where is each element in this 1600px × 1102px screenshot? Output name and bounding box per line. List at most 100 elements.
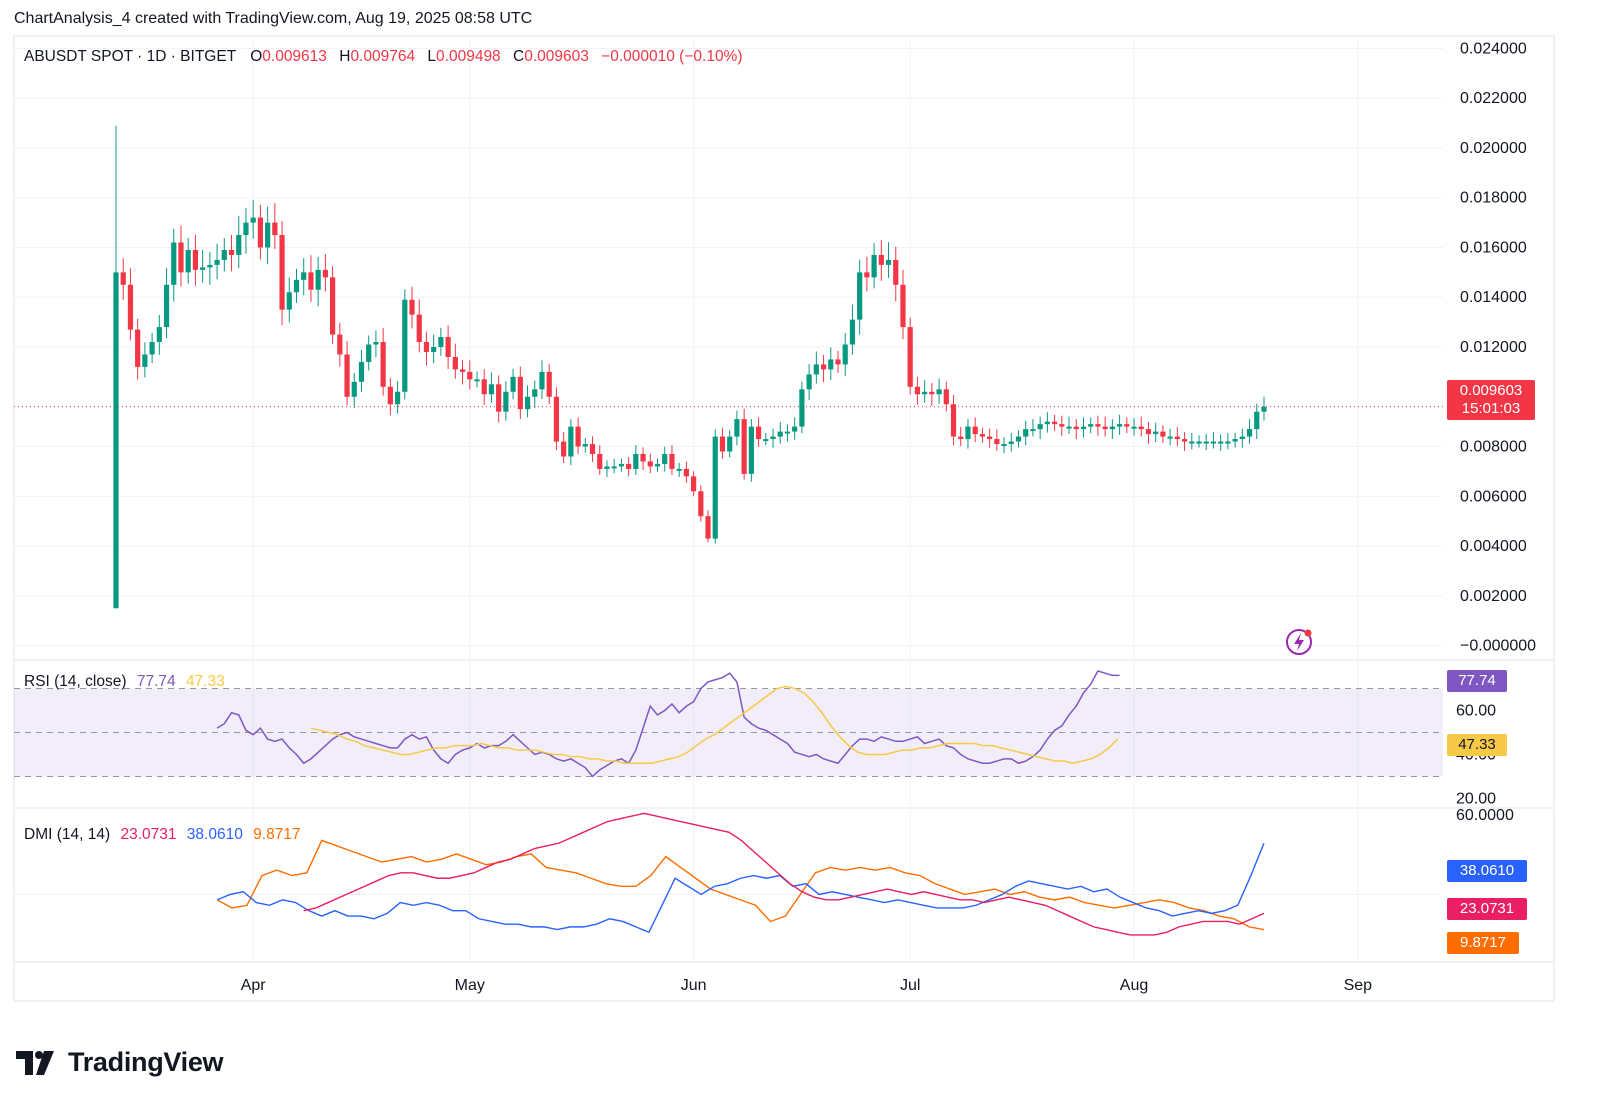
candle-body [344, 354, 350, 397]
candle-body [777, 431, 783, 437]
low-label: L [427, 48, 437, 65]
adx-value-tag: 23.0731 [1447, 898, 1527, 920]
alert-lightning-icon-bolt [1294, 633, 1304, 651]
candle-body [669, 453, 675, 469]
candle-body [1073, 426, 1079, 430]
candle-body [705, 516, 711, 539]
rsi-ma-line [310, 685, 1119, 765]
candle-body [517, 376, 523, 410]
candle-body [626, 463, 632, 469]
candle-body [127, 284, 134, 330]
candle-body [1088, 424, 1094, 427]
candle-body [842, 344, 848, 365]
candle-body [1189, 441, 1195, 444]
candle-body [582, 444, 588, 447]
candle-body [828, 359, 834, 370]
candle-body [597, 453, 603, 469]
candle-body [1059, 424, 1065, 427]
candle-body [301, 272, 307, 280]
minus-di-value-tag: 9.8717 [1447, 932, 1519, 954]
time-tick-label: Jun [681, 977, 707, 994]
time-tick-label: Aug [1120, 977, 1148, 994]
chart-caption: ChartAnalysis_4 created with TradingView… [14, 10, 533, 27]
candle-body [214, 259, 220, 265]
price-tick-label: 0.002000 [1460, 588, 1527, 605]
candle-body [1218, 441, 1224, 444]
bar-countdown: 15:01:03 [1461, 400, 1521, 417]
candle-body [568, 426, 574, 457]
candle-body [250, 217, 256, 223]
candle-body [113, 272, 119, 609]
close-label: C [513, 48, 525, 65]
chart-frame [13, 35, 1555, 1002]
candle-body [575, 426, 581, 447]
candle-body [691, 476, 697, 492]
candle-body [1044, 421, 1050, 425]
candle-body [727, 436, 733, 452]
candle-body [1196, 441, 1202, 444]
time-tick-label: Sep [1344, 977, 1373, 994]
candle-body [893, 259, 899, 285]
low-value: 0.009498 [436, 48, 501, 65]
candle-body [120, 272, 126, 285]
candle-body [979, 434, 985, 437]
candle-body [416, 314, 422, 343]
candle-body [539, 371, 545, 390]
candle-body [243, 222, 249, 236]
candle-body [965, 426, 971, 440]
candle-body [857, 272, 863, 320]
candle-body [1080, 426, 1087, 430]
candle-body [1174, 436, 1180, 440]
candle-body [228, 249, 235, 255]
candle-body [792, 426, 798, 432]
candle-body [1095, 424, 1101, 427]
candle-body [200, 267, 206, 270]
candle-body [149, 342, 155, 355]
candle-body [1124, 424, 1130, 427]
candle-body [907, 327, 913, 387]
rsi-tick-label: 20.00 [1456, 790, 1496, 807]
candle-body [943, 389, 949, 405]
candle-body [171, 242, 177, 285]
candle-body [257, 217, 263, 248]
tradingview-logo: TradingView [16, 1047, 224, 1078]
time-tick-label: Jul [900, 977, 920, 994]
candle-body [337, 334, 343, 355]
open-value: 0.009613 [262, 48, 327, 65]
rsi-pane: 60.0040.0020.00 [14, 670, 1496, 807]
candle-body [553, 396, 560, 442]
candle-body [366, 344, 372, 362]
candle-body [236, 235, 242, 255]
candle-body [871, 254, 877, 278]
candle-body [265, 222, 271, 248]
candle-body [604, 466, 610, 469]
candle-body [662, 453, 668, 464]
candle-body [322, 269, 328, 278]
last-price-value: 0.009603 [1459, 382, 1523, 399]
candle-body [987, 436, 993, 440]
candle-body [712, 436, 718, 539]
candle-body [156, 327, 162, 343]
price-tick-label: 0.014000 [1460, 289, 1527, 306]
dmi-pane: 60.0000 [14, 807, 1514, 936]
candle-body [221, 249, 227, 260]
rsi-value-tag: 77.74 [1447, 670, 1507, 692]
candle-body [698, 491, 704, 517]
candle-body [1145, 429, 1152, 435]
rsi-legend-value: 77.74 [136, 673, 176, 690]
candle-body [647, 461, 653, 467]
candle-body [409, 299, 415, 315]
candle-body [763, 439, 769, 442]
rsi-ma-legend-value: 47.33 [185, 673, 225, 690]
candle-body [1225, 441, 1231, 444]
candle-body [532, 389, 538, 397]
candle-body [958, 436, 964, 440]
candle-body [1153, 431, 1159, 435]
rsi-legend-name: RSI (14, close) [24, 673, 127, 690]
alert-lightning-icon [1286, 629, 1312, 655]
candle-body [315, 269, 321, 290]
candle-body [163, 284, 170, 328]
candle-body [481, 379, 487, 395]
candle-body [561, 441, 567, 457]
